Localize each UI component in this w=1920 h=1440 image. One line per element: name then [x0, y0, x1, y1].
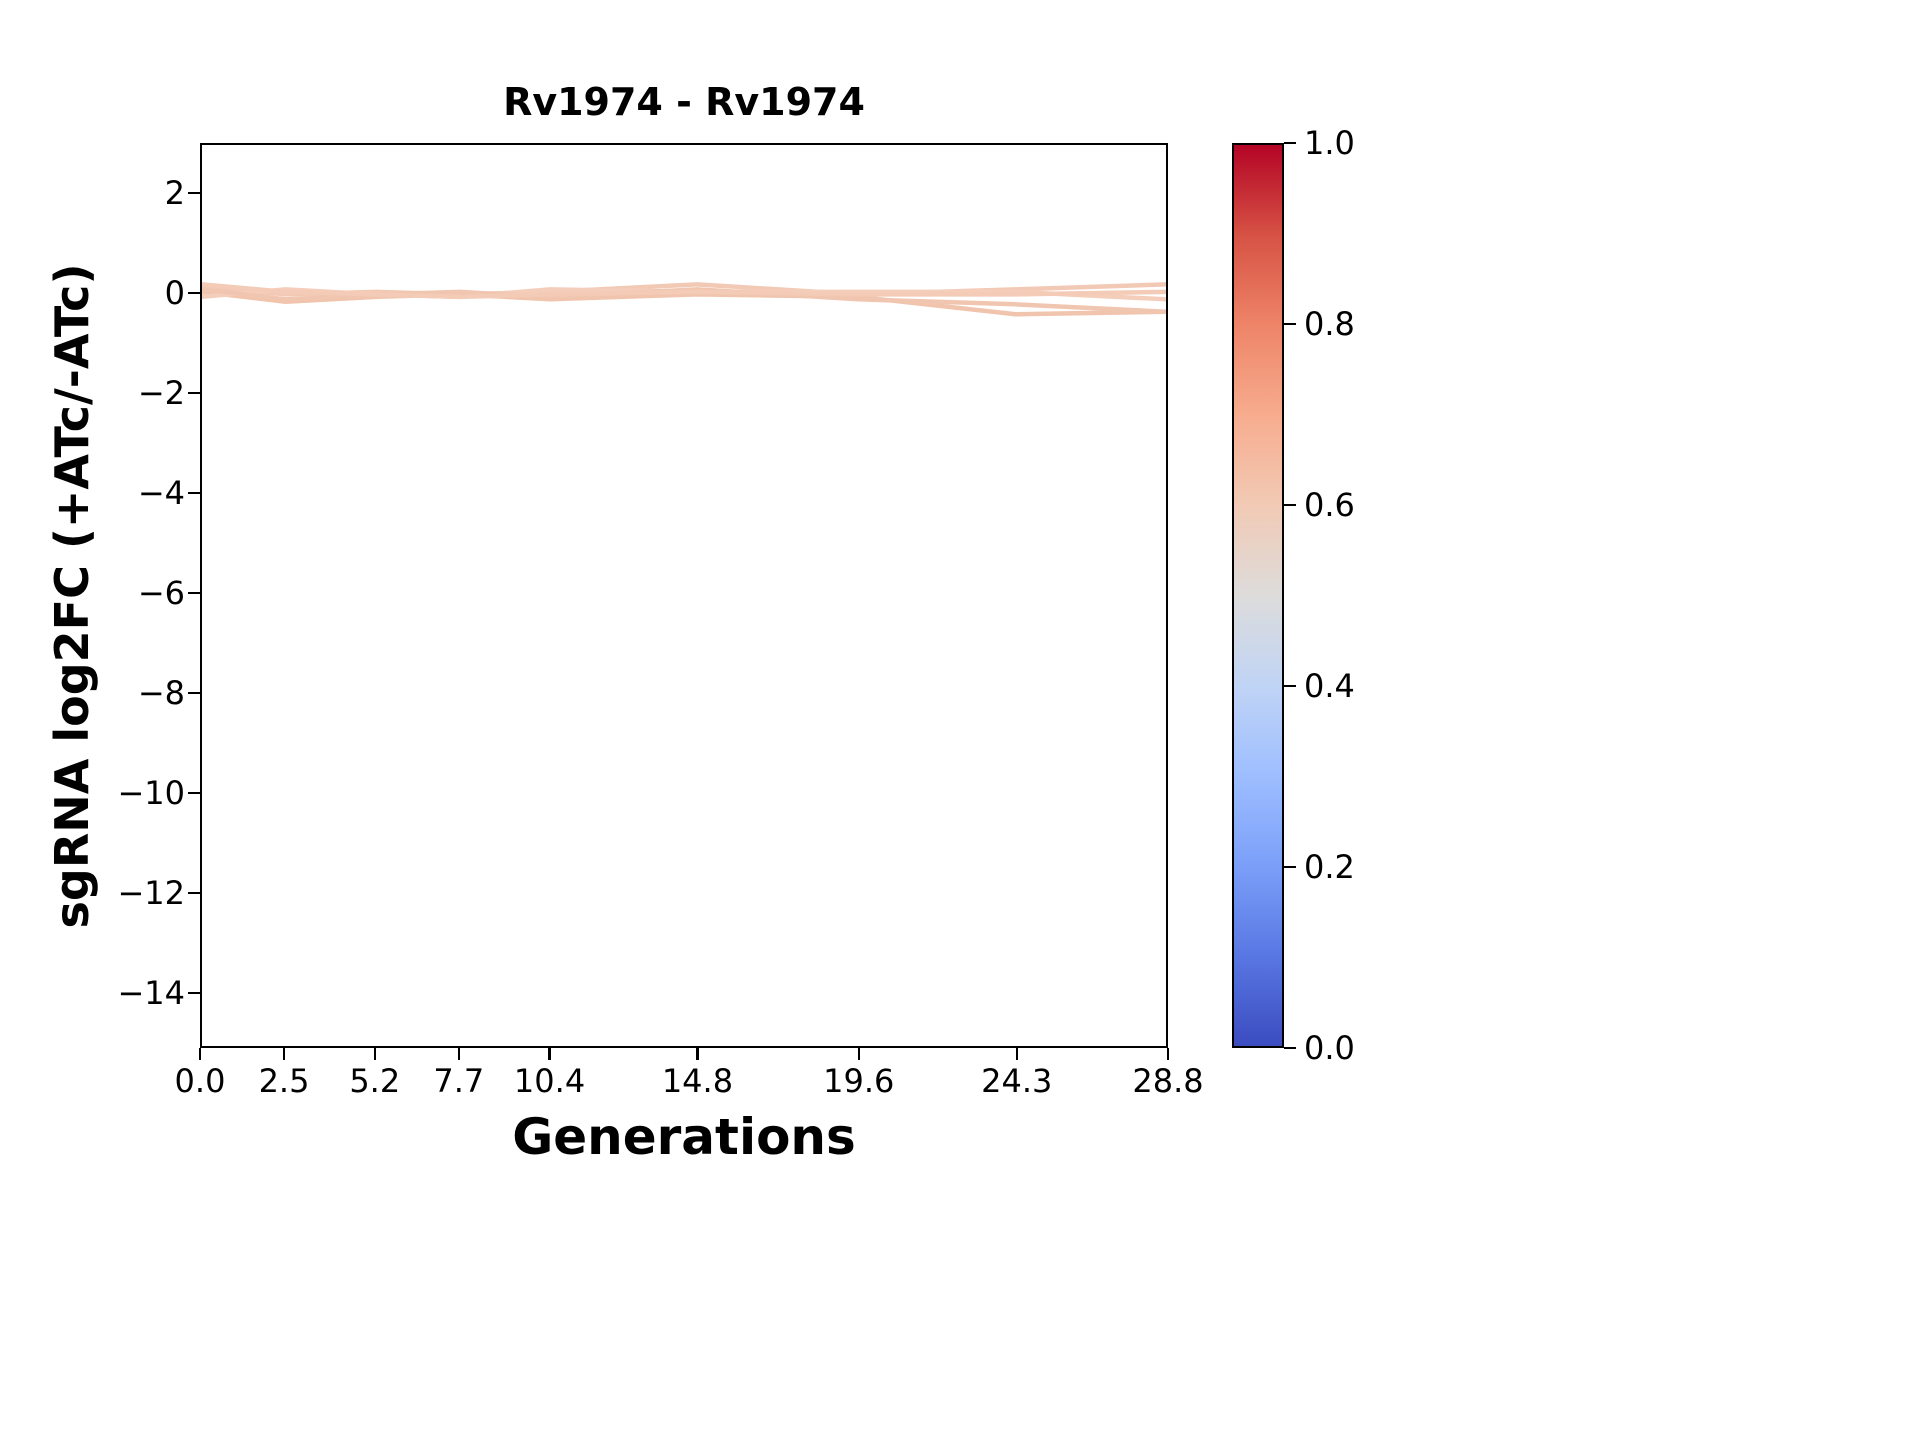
colorbar [1232, 143, 1284, 1048]
colorbar-tick-mark [1284, 503, 1296, 507]
x-tick-mark [198, 1048, 202, 1060]
x-tick-label: 14.8 [661, 1062, 734, 1100]
x-axis-label: Generations [512, 1108, 856, 1166]
y-tick-label: 2 [164, 174, 185, 212]
x-tick-mark [282, 1048, 286, 1060]
y-tick-label: −12 [117, 874, 185, 912]
x-tick-label: 28.8 [1132, 1062, 1204, 1100]
x-tick-mark [373, 1048, 377, 1060]
chart-title: Rv1974 - Rv1974 [503, 80, 865, 124]
colorbar-tick-mark [1284, 141, 1296, 145]
colorbar-gradient [1234, 145, 1282, 1046]
y-tick-label: −6 [137, 574, 185, 612]
x-tick-label: 24.3 [981, 1062, 1053, 1100]
colorbar-tick-label: 0.0 [1304, 1029, 1355, 1067]
y-tick-label: −14 [117, 974, 185, 1012]
line-plot [202, 282, 1166, 317]
y-tick-label: −8 [137, 674, 185, 712]
plot-area [200, 143, 1168, 1048]
colorbar-tick-label: 0.6 [1304, 486, 1355, 524]
y-tick-mark [188, 891, 200, 895]
y-tick-label: 0 [164, 274, 185, 312]
series-line [202, 282, 1166, 300]
x-tick-mark [1166, 1048, 1170, 1060]
colorbar-tick-label: 0.4 [1304, 667, 1355, 705]
y-tick-mark [188, 991, 200, 995]
series-line [202, 289, 1166, 317]
y-tick-mark [188, 291, 200, 295]
series-line [202, 287, 1166, 314]
x-tick-mark [548, 1048, 551, 1060]
y-tick-label: −4 [137, 474, 185, 512]
y-tick-mark [188, 691, 200, 695]
x-tick-mark [696, 1048, 699, 1060]
y-tick-mark [188, 591, 200, 595]
y-tick-mark [188, 491, 200, 495]
x-tick-label: 2.5 [258, 1062, 310, 1100]
x-tick-label: 5.2 [349, 1062, 401, 1100]
colorbar-tick-label: 0.8 [1304, 305, 1355, 343]
colorbar-tick-label: 1.0 [1304, 124, 1355, 162]
y-tick-mark [188, 391, 200, 395]
x-tick-label: 19.6 [823, 1062, 895, 1100]
colorbar-tick-mark [1284, 684, 1296, 688]
y-tick-mark [188, 791, 200, 795]
y-tick-label: −10 [117, 774, 185, 812]
y-tick-mark [188, 191, 200, 195]
colorbar-tick-mark [1284, 1046, 1296, 1050]
colorbar-tick-label: 0.2 [1304, 848, 1355, 886]
y-tick-label: −2 [137, 374, 185, 412]
colorbar-tick-mark [1284, 322, 1296, 326]
x-tick-label: 10.4 [513, 1062, 586, 1100]
colorbar-tick-mark [1284, 865, 1296, 869]
x-tick-label: 7.7 [433, 1062, 485, 1100]
x-tick-mark [1015, 1048, 1018, 1060]
x-tick-mark [857, 1048, 861, 1060]
x-tick-mark [457, 1048, 461, 1060]
x-tick-label: 0.0 [174, 1062, 226, 1100]
